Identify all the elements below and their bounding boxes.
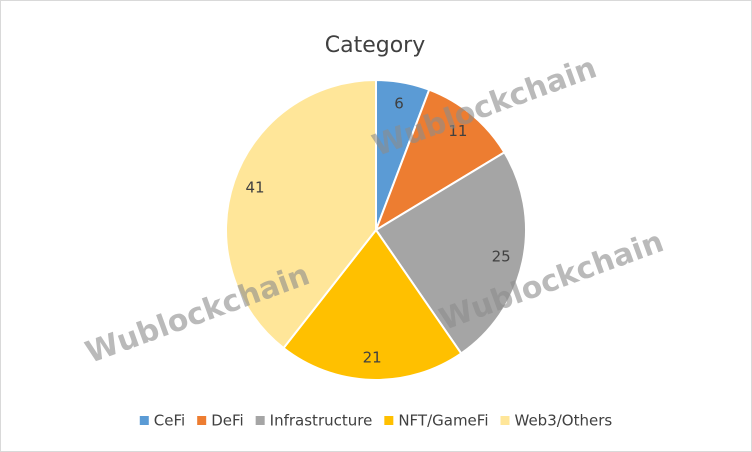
legend-label: NFT/GameFi	[398, 412, 488, 430]
legend-swatch	[255, 416, 265, 425]
legend-swatch	[500, 416, 510, 425]
legend-label: CeFi	[154, 412, 185, 430]
pie-slice	[282, 228, 463, 381]
data-label: 11	[448, 122, 467, 140]
pie-slice	[374, 151, 527, 355]
legend-swatch	[384, 416, 394, 425]
legend-label: DeFi	[211, 412, 243, 430]
legend-swatch	[197, 416, 207, 425]
data-label: 41	[245, 179, 264, 197]
pie-slice	[374, 88, 506, 233]
legend-label: Infrastructure	[270, 412, 373, 430]
data-label: 21	[363, 348, 382, 366]
legend-label: Web3/Others	[515, 412, 613, 430]
data-label: 25	[492, 247, 511, 265]
data-label: 6	[394, 95, 404, 113]
pie-slice	[225, 78, 377, 350]
chart-title: Category	[325, 33, 426, 58]
legend-swatch	[139, 416, 149, 425]
